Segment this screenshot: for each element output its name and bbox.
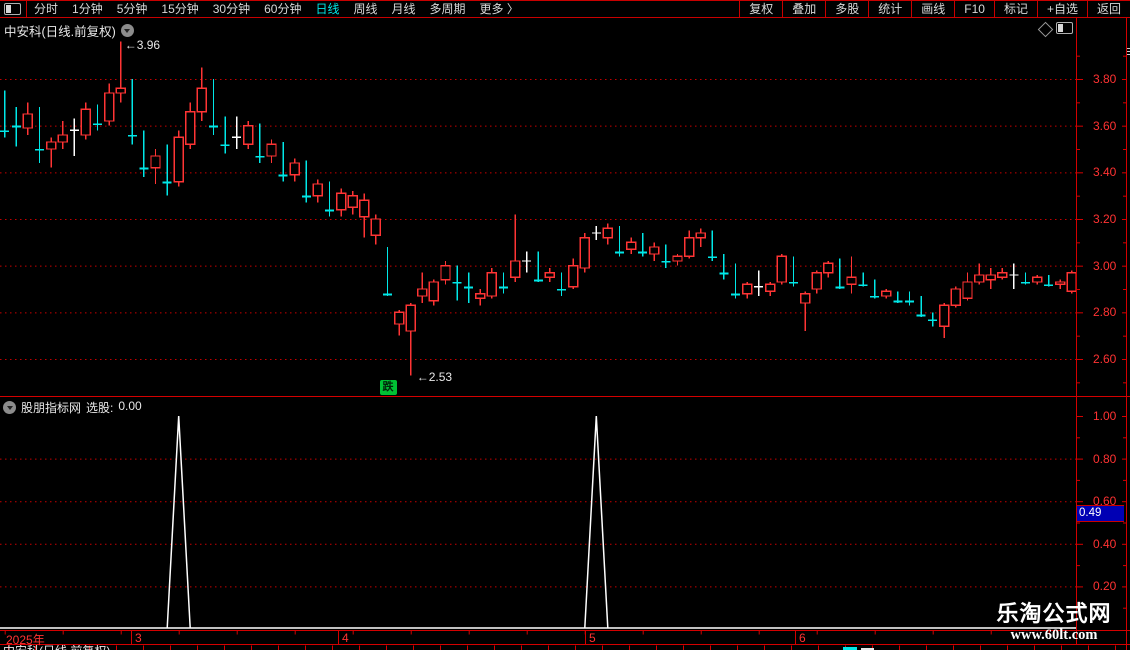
indicator-label: 选股: bbox=[86, 401, 114, 415]
main-y-tick-3.60: 3.60 bbox=[1093, 118, 1117, 133]
ind-y-tick-0.60: 0.60 bbox=[1093, 494, 1117, 509]
stock-title: 中安科(日线.前复权) bbox=[4, 25, 116, 39]
timeframe-30分钟[interactable]: 30分钟 bbox=[212, 2, 251, 16]
title-dropdown-icon[interactable] bbox=[120, 24, 134, 37]
month-label-5: 5 bbox=[589, 631, 596, 645]
action-返回[interactable]: 返回 bbox=[1086, 1, 1130, 17]
candles bbox=[0, 41, 1076, 376]
timeframe-周线[interactable]: 周线 bbox=[353, 2, 378, 16]
watermark-title: 乐淘公式网 bbox=[996, 601, 1112, 626]
year-label: 2025年 bbox=[6, 633, 45, 647]
action-标记[interactable]: 标记 bbox=[993, 1, 1037, 17]
main-y-tick-3.20: 3.20 bbox=[1093, 211, 1117, 226]
indicator-value: 0.00 bbox=[118, 399, 142, 413]
month-label-3: 3 bbox=[135, 631, 142, 645]
action-+自选[interactable]: +自选 bbox=[1036, 1, 1087, 17]
toolbar-separator bbox=[26, 1, 27, 17]
sell-signal-badge: 跌 bbox=[379, 380, 397, 395]
window-split-icon[interactable] bbox=[1056, 22, 1073, 34]
clipped-bottom-text: 中安科(日线.前复权) bbox=[3, 645, 143, 650]
action-F10[interactable]: F10 bbox=[954, 1, 994, 17]
timeframe-日线[interactable]: 日线 bbox=[315, 2, 340, 16]
timeframe-5分钟[interactable]: 5分钟 bbox=[116, 2, 148, 16]
indicator-dropdown-icon[interactable] bbox=[3, 401, 16, 414]
ind-y-tick-1.00: 1.00 bbox=[1093, 409, 1117, 423]
main-y-tick-3.40: 3.40 bbox=[1093, 165, 1117, 180]
main-y-tick-2.80: 2.80 bbox=[1093, 305, 1117, 320]
main-y-tick-2.60: 2.60 bbox=[1093, 351, 1117, 366]
action-叠加[interactable]: 叠加 bbox=[782, 1, 825, 17]
signal-spike bbox=[166, 415, 191, 629]
action-menu: 复权 叠加 多股 统计 画线 F10 标记 +自选 返回 bbox=[739, 1, 1130, 17]
indicator-name: 股朋指标网 bbox=[21, 401, 82, 415]
top-toolbar: 分时 1分钟 5分钟 15分钟 30分钟 60分钟 日线 周线 月线 多周期 更多 〉 复权 叠加 多股… bbox=[0, 0, 1130, 18]
signal-spike bbox=[584, 415, 609, 629]
ind-y-tick-0.40: 0.40 bbox=[1093, 536, 1117, 551]
main-y-tick-3.00: 3.00 bbox=[1093, 258, 1117, 273]
watermark: 乐淘公式网 www.60lt.com bbox=[996, 601, 1112, 644]
timeframe-月线[interactable]: 月线 bbox=[391, 2, 416, 16]
month-label-4: 4 bbox=[342, 631, 349, 645]
timeframe-menu: 分时 1分钟 5分钟 15分钟 30分钟 60分钟 日线 周线 月线 多周期 更多 〉 bbox=[27, 1, 526, 17]
action-画线[interactable]: 画线 bbox=[911, 1, 954, 17]
timeframe-60分钟[interactable]: 60分钟 bbox=[264, 2, 302, 16]
main-y-tick-3.80: 3.80 bbox=[1093, 72, 1117, 86]
high-price-annotation: ←3.96 bbox=[124, 38, 161, 52]
timeframe-多周期[interactable]: 多周期 bbox=[429, 2, 466, 16]
low-price-annotation: ←2.53 bbox=[416, 370, 453, 385]
action-复权[interactable]: 复权 bbox=[739, 1, 782, 17]
ind-y-tick-0.80: 0.80 bbox=[1093, 451, 1117, 466]
timeframe-15分钟[interactable]: 15分钟 bbox=[161, 2, 199, 16]
scrollbar-grip[interactable] bbox=[1127, 48, 1130, 57]
layout-split-icon[interactable] bbox=[4, 3, 21, 15]
timeframe-分时[interactable]: 分时 bbox=[34, 2, 59, 16]
action-统计[interactable]: 统计 bbox=[868, 1, 911, 17]
watermark-url: www.60lt.com bbox=[1010, 627, 1098, 643]
timeframe-更多 〉[interactable]: 更多 〉 bbox=[479, 2, 519, 16]
timeframe-1分钟[interactable]: 1分钟 bbox=[72, 2, 103, 16]
month-label-6: 6 bbox=[799, 631, 806, 645]
ind-y-tick-0.20: 0.20 bbox=[1093, 579, 1117, 594]
indicator-current-value: 0.49 bbox=[1077, 505, 1124, 522]
action-多股[interactable]: 多股 bbox=[825, 1, 868, 17]
